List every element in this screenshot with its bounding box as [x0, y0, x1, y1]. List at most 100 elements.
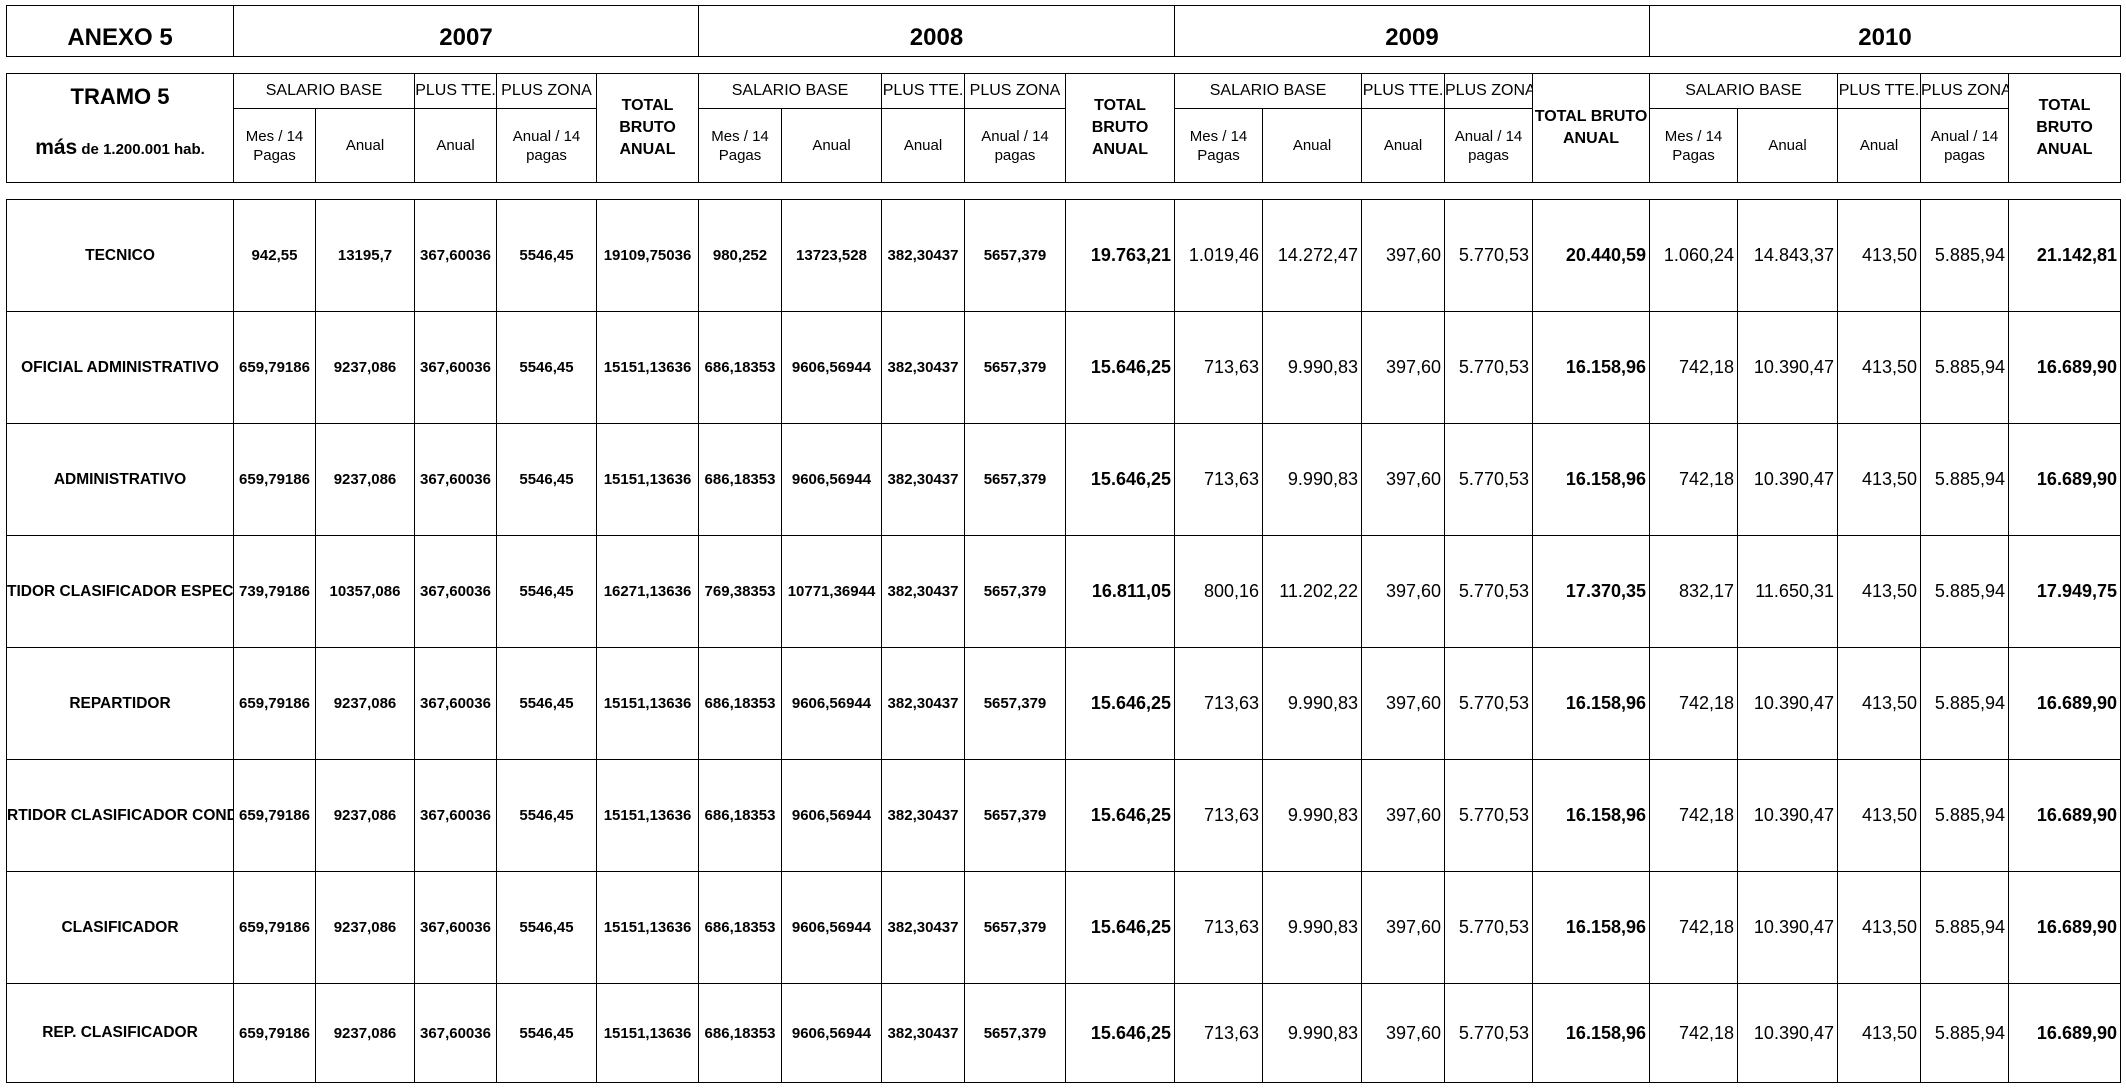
2007-total-bruto-cell: 16271,13636 — [596, 535, 699, 648]
2010-mes-14-pagas-cell: 742,18 — [1649, 423, 1738, 536]
2008-anual-cell: 9606,56944 — [781, 983, 882, 1083]
2008-total-bruto-cell: 15.646,25 — [1065, 871, 1175, 984]
2007-total-bruto-cell: 15151,13636 — [596, 647, 699, 760]
2007-plus-tte-cell: 367,60036 — [414, 647, 497, 760]
2007-mes-14-pagas-cell: 739,79186 — [233, 535, 316, 648]
2009-mes-14-pagas-cell: 713,63 — [1174, 759, 1263, 872]
anual-header: Anual — [1837, 108, 1921, 183]
2008-plus-zona-cell: 5657,379 — [964, 311, 1066, 424]
2008-total-bruto-cell: 15.646,25 — [1065, 423, 1175, 536]
2007-plus-zona-cell: 5546,45 — [496, 423, 597, 536]
2009-total-bruto-cell: 20.440,59 — [1532, 199, 1650, 312]
2008-plus-zona-cell: 5657,379 — [964, 871, 1066, 984]
2008-anual-cell: 9606,56944 — [781, 423, 882, 536]
2007-anual-cell: 9237,086 — [315, 983, 415, 1083]
tramo-mas: más — [35, 136, 78, 159]
category-label: OFICIAL ADMINISTRATIVO — [6, 311, 234, 424]
2007-total-bruto-cell: 19109,75036 — [596, 199, 699, 312]
2009-plus-tte-cell: 397,60 — [1361, 535, 1445, 648]
2009-mes-14-pagas-cell: 713,63 — [1174, 647, 1263, 760]
2007-plus-zona-cell: 5546,45 — [496, 759, 597, 872]
2008-anual-cell: 9606,56944 — [781, 871, 882, 984]
2008-total-bruto-cell: 16.811,05 — [1065, 535, 1175, 648]
2007-total-bruto-cell: 15151,13636 — [596, 311, 699, 424]
2010-plus-zona-cell: 5.885,94 — [1920, 311, 2009, 424]
2010-mes-14-pagas-cell: 742,18 — [1649, 311, 1738, 424]
2007-mes-14-pagas-cell: 659,79186 — [233, 311, 316, 424]
2007-anual-cell: 9237,086 — [315, 871, 415, 984]
year-2010-header: 2010 — [1649, 5, 2121, 57]
2007-total-bruto-cell: 15151,13636 — [596, 759, 699, 872]
category-label: REP. CLASIFICADOR — [6, 983, 234, 1083]
category-label: ADMINISTRATIVO — [6, 423, 234, 536]
2009-plus-tte-cell: 397,60 — [1361, 423, 1445, 536]
2010-plus-zona-cell: 5.885,94 — [1920, 759, 2009, 872]
2009-total-bruto-cell: 16.158,96 — [1532, 647, 1650, 760]
salary-table-body: TECNICO 942,55 13195,7 367,60036 5546,45 1910… — [6, 199, 2121, 1083]
2009-total-bruto-cell: 16.158,96 — [1532, 423, 1650, 536]
title-table: ANEXO 5 2007 2008 2009 2010 — [6, 5, 2121, 57]
2010-plus-tte-cell: 413,50 — [1837, 983, 1921, 1083]
2007-anual-cell: 13195,7 — [315, 199, 415, 312]
2007-mes-14-pagas-cell: 659,79186 — [233, 647, 316, 760]
2009-total-bruto-cell: 16.158,96 — [1532, 983, 1650, 1083]
2007-plus-tte-cell: 367,60036 — [414, 423, 497, 536]
category-label: REPARTIDOR — [6, 647, 234, 760]
salario-base-header: SALARIO BASE — [1174, 73, 1362, 109]
2008-mes-14-pagas-cell: 686,18353 — [698, 759, 782, 872]
2007-mes-14-pagas-cell: 659,79186 — [233, 871, 316, 984]
2007-anual-cell: 9237,086 — [315, 423, 415, 536]
2010-total-bruto-cell: 16.689,90 — [2008, 423, 2121, 536]
salario-base-header: SALARIO BASE — [1649, 73, 1838, 109]
2010-plus-zona-cell: 5.885,94 — [1920, 535, 2009, 648]
2010-total-bruto-cell: 16.689,90 — [2008, 647, 2121, 760]
2010-plus-tte-cell: 413,50 — [1837, 871, 1921, 984]
2009-plus-zona-cell: 5.770,53 — [1444, 647, 1533, 760]
2010-anual-cell: 10.390,47 — [1737, 423, 1838, 536]
2009-total-bruto-cell: 17.370,35 — [1532, 535, 1650, 648]
2010-total-bruto-cell: 16.689,90 — [2008, 311, 2121, 424]
mes-14-pagas-header: Mes / 14 Pagas — [233, 108, 316, 183]
plus-zona-header: PLUS ZONA — [496, 73, 597, 109]
2010-total-bruto-cell: 16.689,90 — [2008, 759, 2121, 872]
plus-zona-header: PLUS ZONA — [964, 73, 1066, 109]
tramo-subtitle: más de 1.200.001 hab. — [8, 136, 233, 160]
2009-mes-14-pagas-cell: 713,63 — [1174, 871, 1263, 984]
salary-table: TECNICO 942,55 13195,7 367,60036 5546,45 1910… — [6, 199, 2121, 1083]
mes-14-pagas-header: Mes / 14 Pagas — [1174, 108, 1263, 183]
header-sub-row: Mes / 14 Pagas Anual Anual Anual / 14 pa… — [7, 108, 2121, 183]
2009-anual-cell: 9.990,83 — [1262, 983, 1362, 1083]
anual-header: Anual — [1361, 108, 1445, 183]
2009-anual-cell: 9.990,83 — [1262, 423, 1362, 536]
2007-plus-tte-cell: 367,60036 — [414, 983, 497, 1083]
2008-mes-14-pagas-cell: 686,18353 — [698, 983, 782, 1083]
2007-plus-tte-cell: 367,60036 — [414, 311, 497, 424]
2010-mes-14-pagas-cell: 742,18 — [1649, 647, 1738, 760]
2007-total-bruto-cell: 15151,13636 — [596, 983, 699, 1083]
plus-tte-header: PLUS TTE. — [414, 73, 497, 109]
2009-plus-zona-cell: 5.770,53 — [1444, 759, 1533, 872]
table-row: ADMINISTRATIVO 659,79186 9237,086 367,60036… — [6, 423, 2121, 536]
2008-plus-tte-cell: 382,30437 — [881, 423, 965, 536]
plus-zona-header: PLUS ZONA — [1920, 73, 2009, 109]
2008-total-bruto-cell: 15.646,25 — [1065, 311, 1175, 424]
year-2008-header: 2008 — [698, 5, 1175, 57]
2007-total-bruto-cell: 15151,13636 — [596, 423, 699, 536]
2010-total-bruto-cell: 16.689,90 — [2008, 871, 2121, 984]
2008-plus-zona-cell: 5657,379 — [964, 647, 1066, 760]
table-row: TIDOR CLASIFICADOR ESPEC 739,79186 10357,0… — [6, 535, 2121, 648]
2010-plus-zona-cell: 5.885,94 — [1920, 647, 2009, 760]
2008-anual-cell: 9606,56944 — [781, 647, 882, 760]
category-label: CLASIFICADOR — [6, 871, 234, 984]
2009-plus-tte-cell: 397,60 — [1361, 311, 1445, 424]
2010-anual-cell: 10.390,47 — [1737, 983, 1838, 1083]
2010-plus-zona-cell: 5.885,94 — [1920, 423, 2009, 536]
2008-anual-cell: 10771,36944 — [781, 535, 882, 648]
2007-mes-14-pagas-cell: 659,79186 — [233, 423, 316, 536]
2008-total-bruto-cell: 15.646,25 — [1065, 647, 1175, 760]
2007-plus-tte-cell: 367,60036 — [414, 759, 497, 872]
2010-mes-14-pagas-cell: 1.060,24 — [1649, 199, 1738, 312]
2010-mes-14-pagas-cell: 742,18 — [1649, 871, 1738, 984]
2007-anual-cell: 9237,086 — [315, 311, 415, 424]
2010-total-bruto-cell: 21.142,81 — [2008, 199, 2121, 312]
